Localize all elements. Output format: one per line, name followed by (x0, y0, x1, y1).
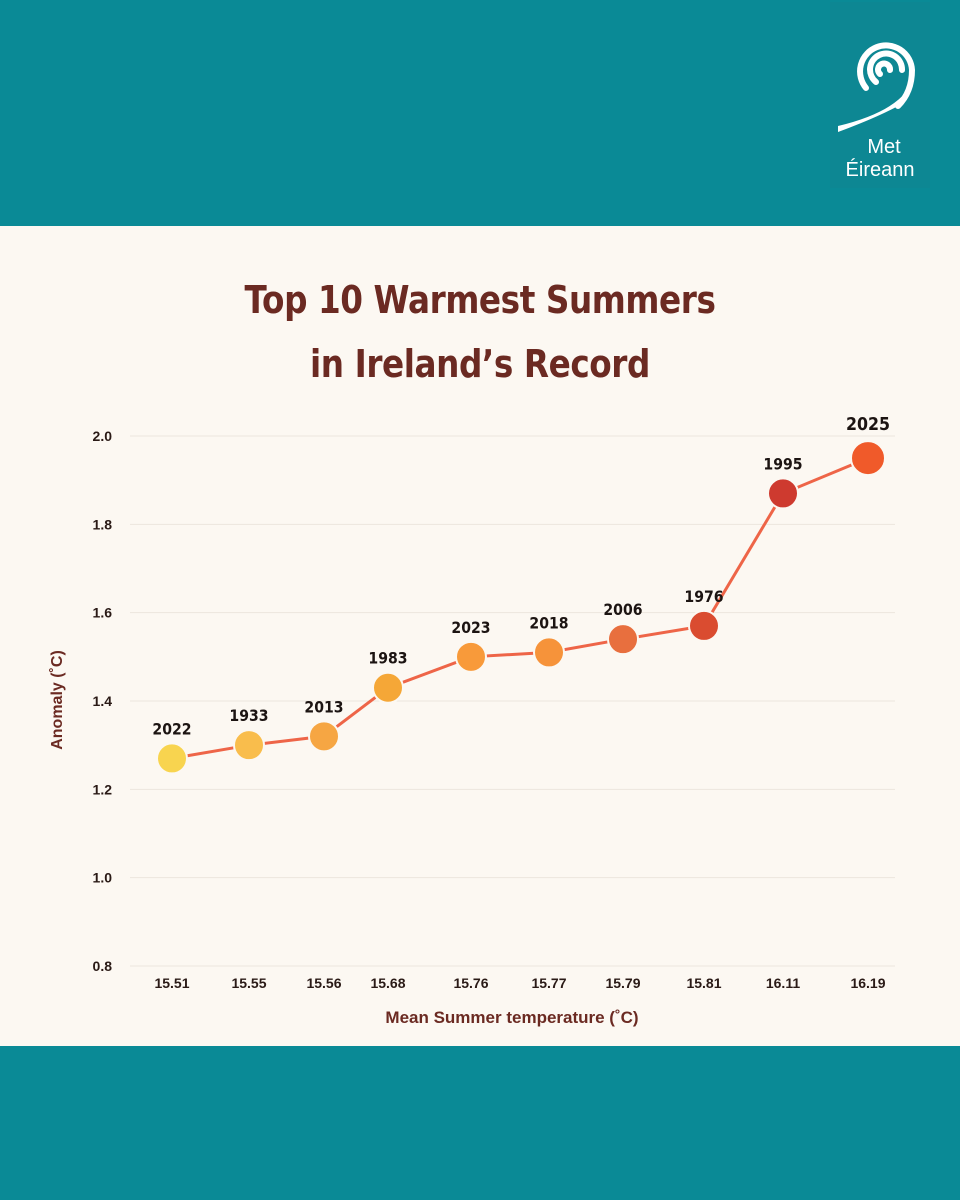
y-axis-label: Anomaly (˚C) (49, 650, 66, 750)
data-label: 2013 (304, 697, 343, 716)
x-tick-label: 15.81 (686, 975, 721, 991)
data-point (156, 742, 188, 775)
series-line (171, 456, 869, 760)
y-tick-label: 2.0 (93, 428, 113, 444)
data-label: 1976 (684, 587, 723, 606)
chart-title-line-2: in Ireland’s Record (310, 342, 650, 386)
data-label: 2022 (152, 720, 191, 739)
data-label: 2023 (451, 618, 490, 637)
chart-panel: Top 10 Warmest Summers in Ireland’s Reco… (0, 226, 960, 1046)
data-point (850, 440, 886, 477)
data-point (455, 640, 487, 673)
x-tick-label: 15.79 (605, 975, 640, 991)
x-tick-label: 15.76 (453, 975, 488, 991)
data-point (607, 623, 639, 656)
data-label: 1933 (229, 706, 268, 725)
data-label: 1983 (368, 649, 407, 668)
y-tick-label: 1.6 (93, 605, 113, 621)
data-point (767, 477, 799, 510)
logo-line-2: Éireann (845, 159, 915, 181)
data-label: 2025 (846, 413, 890, 434)
data-point (533, 636, 565, 669)
logo-line-1: Met (867, 136, 901, 158)
y-tick-label: 1.0 (93, 870, 113, 886)
x-tick-label: 15.77 (531, 975, 566, 991)
y-tick-label: 1.8 (93, 516, 113, 532)
top-band (0, 0, 960, 226)
x-axis-label: Mean Summer temperature (˚C) (385, 1008, 638, 1027)
bottom-band (0, 1046, 960, 1200)
x-tick-label: 15.55 (231, 975, 266, 991)
y-tick-label: 1.2 (93, 781, 113, 797)
data-point (688, 609, 720, 642)
data-point (372, 671, 404, 704)
x-tick-label: 16.11 (766, 975, 800, 991)
y-tick-label: 0.8 (93, 958, 113, 974)
met-eireann-swirl-icon (838, 42, 916, 132)
x-tick-label: 16.19 (850, 975, 885, 991)
met-eireann-logo: Met Éireann (830, 2, 930, 188)
data-label: 2006 (603, 600, 642, 619)
x-tick-label: 15.51 (154, 975, 189, 991)
chart-title-line-1: Top 10 Warmest Summers (244, 278, 716, 322)
line-chart: 0.8 1.0 1.2 1.4 1.6 1.8 2.0 15.51 15.55 15.56 15.6… (49, 413, 895, 1027)
data-label: 2018 (529, 614, 568, 633)
data-point (233, 729, 265, 762)
x-tick-label: 15.68 (370, 975, 405, 991)
data-label: 1995 (763, 455, 802, 474)
data-point (308, 720, 340, 753)
y-tick-label: 1.4 (93, 693, 113, 709)
x-tick-label: 15.56 (306, 975, 341, 991)
